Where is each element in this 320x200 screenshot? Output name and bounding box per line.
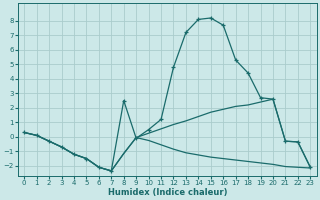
X-axis label: Humidex (Indice chaleur): Humidex (Indice chaleur) <box>108 188 227 197</box>
